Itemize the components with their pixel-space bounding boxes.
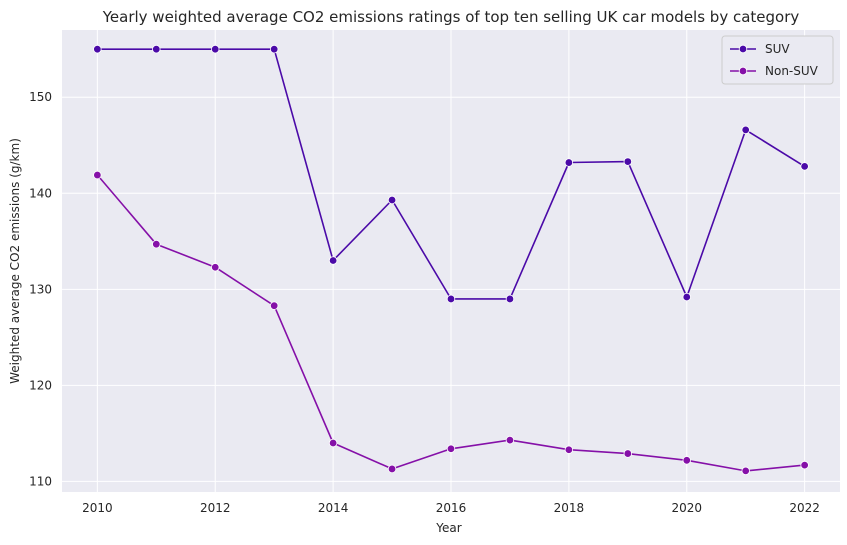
data-point-suv (623, 157, 633, 166)
x-tick-label: 2010 (82, 501, 113, 515)
x-tick-labels: 2010 2012 2014 2016 2018 2020 2022 (82, 501, 820, 515)
y-tick-label: 110 (29, 474, 52, 488)
x-tick-label: 2014 (318, 501, 349, 515)
chart-title: Yearly weighted average CO2 emissions ra… (102, 8, 800, 26)
data-point-suv (741, 125, 750, 135)
data-point-non-suv (328, 438, 338, 448)
legend-box (721, 35, 834, 85)
data-point-non-suv (152, 239, 161, 249)
data-point-suv (505, 294, 515, 304)
data-point-non-suv (564, 445, 574, 454)
legend-marker-suv (738, 44, 748, 54)
data-point-suv (682, 292, 691, 302)
x-tick-label: 2018 (554, 501, 585, 515)
y-tick-label: 150 (29, 90, 52, 104)
x-tick-label: 2016 (436, 501, 467, 515)
legend-label-non-suv: Non-SUV (765, 64, 819, 78)
data-point-suv (269, 45, 279, 54)
legend: SUV Non-SUV (721, 35, 834, 85)
data-point-non-suv (93, 170, 102, 180)
data-point-suv (800, 162, 809, 171)
x-tick-label: 2020 (671, 501, 702, 515)
data-point-non-suv (505, 435, 515, 445)
y-tick-label: 130 (29, 282, 52, 296)
data-point-non-suv (269, 301, 279, 310)
y-tick-labels: 110 120 130 140 150 (29, 90, 52, 488)
x-tick-label: 2022 (789, 501, 820, 515)
data-point-non-suv (446, 444, 456, 453)
data-point-non-suv (682, 456, 691, 465)
data-point-non-suv (741, 466, 750, 476)
data-point-non-suv (623, 449, 633, 458)
legend-marker-non-suv (738, 66, 748, 76)
data-point-suv (446, 294, 456, 304)
data-point-suv (328, 256, 338, 265)
x-axis-label: Year (435, 521, 461, 535)
data-point-non-suv (800, 460, 809, 470)
data-point-non-suv (387, 464, 397, 474)
legend-label-suv: SUV (765, 42, 790, 56)
data-point-non-suv (211, 263, 220, 272)
data-point-suv (387, 195, 397, 205)
y-tick-label: 140 (29, 186, 52, 200)
data-point-suv (93, 45, 102, 54)
y-tick-label: 120 (29, 378, 52, 392)
x-tick-label: 2012 (200, 501, 231, 515)
series-group (93, 45, 809, 476)
data-point-suv (564, 158, 574, 167)
data-point-suv (152, 45, 161, 54)
data-point-suv (211, 45, 220, 54)
y-axis-label: Weighted average CO2 emissions (g/km) (8, 138, 22, 384)
